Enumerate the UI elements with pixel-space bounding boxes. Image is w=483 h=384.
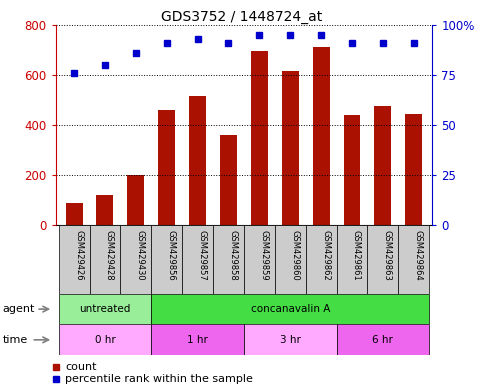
Text: agent: agent	[2, 304, 35, 314]
Bar	[182, 225, 213, 294]
Text: GDS3752 / 1448724_at: GDS3752 / 1448724_at	[161, 10, 322, 23]
Bar	[128, 175, 144, 225]
Text: GSM429426: GSM429426	[74, 230, 83, 281]
Bar	[374, 106, 391, 225]
Text: GSM429861: GSM429861	[352, 230, 361, 281]
Bar	[120, 225, 151, 294]
Bar	[282, 71, 298, 225]
Text: GSM429428: GSM429428	[105, 230, 114, 281]
Text: GSM429857: GSM429857	[198, 230, 207, 281]
Bar	[89, 225, 120, 294]
Bar	[189, 96, 206, 225]
Bar	[306, 225, 337, 294]
Bar	[313, 48, 329, 225]
Text: GSM429859: GSM429859	[259, 230, 269, 281]
Bar	[244, 225, 275, 294]
Bar	[337, 324, 429, 355]
Text: GSM429864: GSM429864	[414, 230, 423, 281]
Text: 1 hr: 1 hr	[187, 335, 208, 345]
Bar	[213, 225, 244, 294]
Bar	[343, 115, 360, 225]
Text: time: time	[2, 335, 28, 345]
Bar	[275, 225, 306, 294]
Bar	[58, 225, 89, 294]
Text: GSM429430: GSM429430	[136, 230, 145, 281]
Text: GSM429862: GSM429862	[321, 230, 330, 281]
Text: 0 hr: 0 hr	[95, 335, 115, 345]
Bar	[151, 225, 182, 294]
Bar	[368, 225, 398, 294]
Bar	[398, 225, 429, 294]
Text: 3 hr: 3 hr	[280, 335, 301, 345]
Text: GSM429858: GSM429858	[228, 230, 238, 281]
Bar	[151, 294, 429, 324]
Bar	[97, 195, 114, 225]
Text: untreated: untreated	[79, 304, 130, 314]
Bar	[158, 110, 175, 225]
Bar	[337, 225, 368, 294]
Bar	[66, 204, 83, 225]
Text: GSM429856: GSM429856	[167, 230, 176, 281]
Bar	[405, 114, 422, 225]
Bar	[151, 324, 244, 355]
Bar	[244, 324, 337, 355]
Text: concanavalin A: concanavalin A	[251, 304, 330, 314]
Bar	[58, 294, 151, 324]
Bar	[220, 135, 237, 225]
Text: 6 hr: 6 hr	[372, 335, 393, 345]
Text: GSM429860: GSM429860	[290, 230, 299, 281]
Bar	[58, 324, 151, 355]
Text: GSM429863: GSM429863	[383, 230, 392, 281]
Text: percentile rank within the sample: percentile rank within the sample	[65, 374, 253, 384]
Text: count: count	[65, 362, 97, 372]
Bar	[251, 51, 268, 225]
